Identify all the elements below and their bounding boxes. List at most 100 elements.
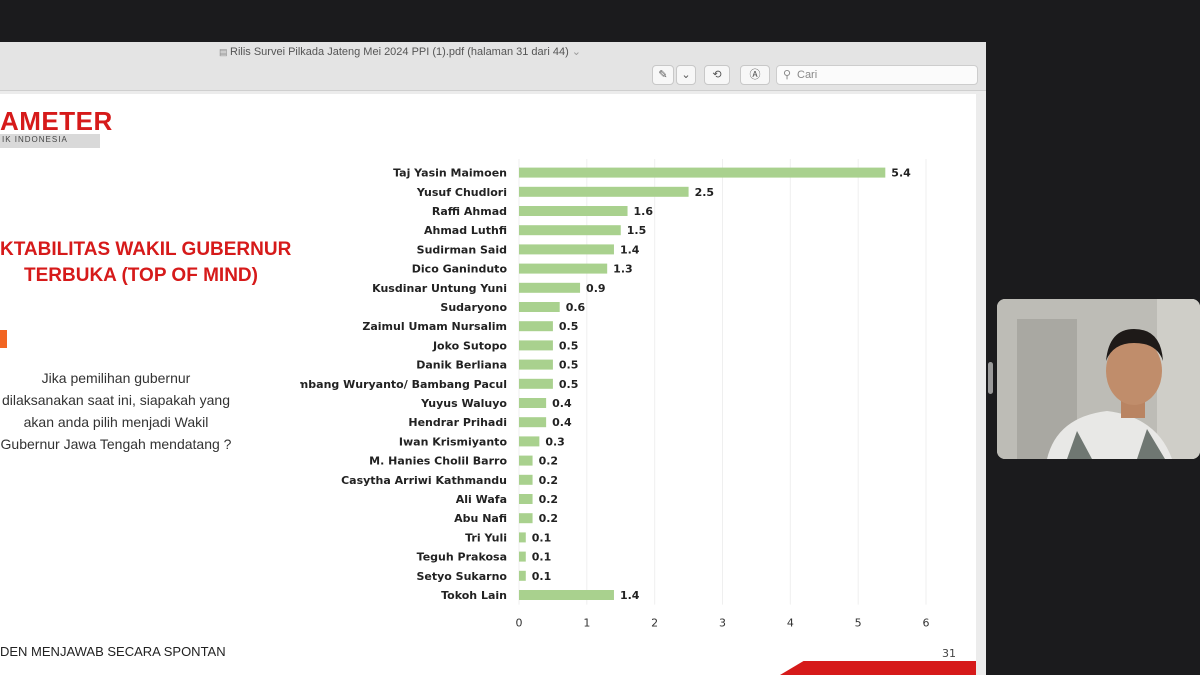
toolbar: ✎ ⌄ ⟲ Ⓐ ⚲ Cari <box>0 62 986 91</box>
bar <box>519 378 553 389</box>
value-label: 0.4 <box>552 416 572 429</box>
pdf-viewer-window: ▤ Rilis Survei Pilkada Jateng Mei 2024 P… <box>0 42 986 675</box>
x-tick-label: 5 <box>855 617 862 630</box>
category-label: Taj Yasin Maimoen <box>393 167 507 180</box>
bar <box>519 244 614 255</box>
value-label: 0.1 <box>532 551 552 564</box>
annotate-button[interactable]: Ⓐ <box>740 65 770 85</box>
survey-question: Jika pemilihan gubernur dilaksanakan saa… <box>0 370 232 452</box>
value-label: 0.5 <box>559 359 579 372</box>
category-label: Danik Berliana <box>416 359 507 372</box>
logo-bar <box>0 134 100 148</box>
bar <box>519 206 628 216</box>
window-resize-handle[interactable] <box>988 362 993 394</box>
bar <box>519 532 526 543</box>
value-label: 0.2 <box>539 512 559 525</box>
search-input[interactable]: ⚲ Cari <box>776 65 978 85</box>
category-label: Setyo Sukarno <box>416 570 507 583</box>
pen-circle-icon: Ⓐ <box>749 68 761 81</box>
category-label: Raffi Ahmad <box>432 205 507 218</box>
markup-menu-button[interactable]: ⌄ <box>676 65 696 85</box>
category-label: Zaimul Umam Nursalim <box>362 320 507 333</box>
category-label: Casytha Arriwi Kathmandu <box>341 474 507 487</box>
x-tick-label: 6 <box>923 617 930 630</box>
bar <box>519 167 886 178</box>
value-label: 5.4 <box>891 167 911 180</box>
x-tick-label: 3 <box>719 617 726 630</box>
value-label: 0.5 <box>559 320 579 333</box>
rotate-button[interactable]: ⟲ <box>704 65 730 85</box>
bar <box>519 513 533 524</box>
category-label: Teguh Prakosa <box>417 551 507 564</box>
heading-line-1: KTABILITAS WAKIL GUBERNUR <box>0 239 292 260</box>
presenter-video-frame <box>997 299 1200 459</box>
webcam-video <box>997 299 1200 459</box>
bar <box>519 455 533 466</box>
category-label: Yusuf Chudlori <box>416 186 507 199</box>
value-label: 0.6 <box>566 301 586 314</box>
category-label: Kusdinar Untung Yuni <box>372 282 507 295</box>
bar <box>519 436 540 447</box>
bar <box>519 263 608 274</box>
pen-icon: ✎ <box>658 68 668 81</box>
bar <box>519 474 533 485</box>
value-label: 1.4 <box>620 243 640 256</box>
x-tick-label: 0 <box>516 617 523 630</box>
value-label: 0.1 <box>532 531 552 544</box>
document-title: ▤ Rilis Survei Pilkada Jateng Mei 2024 P… <box>218 46 582 58</box>
category-label: Iwan Krismiyanto <box>399 435 508 448</box>
bar <box>519 590 614 600</box>
value-label: 0.2 <box>539 474 559 487</box>
search-icon: ⚲ <box>783 69 792 81</box>
category-label: Ali Wafa <box>456 493 507 506</box>
footer-note: DEN MENJAWAB SECARA SPONTAN <box>0 644 226 659</box>
value-label: 0.5 <box>559 339 579 352</box>
bar <box>519 570 526 581</box>
value-label: 0.3 <box>545 435 565 448</box>
value-label: 1.5 <box>627 224 647 237</box>
x-tick-label: 2 <box>651 617 658 630</box>
bar-chart: 0 1 2 3 4 5 6 Taj Yasin Maimoen 5.4 Yusuf Chudlor… <box>300 159 930 630</box>
logo-subtext: IK INDONESIA <box>2 135 68 144</box>
bar <box>519 321 553 332</box>
value-label: 1.6 <box>634 205 654 218</box>
bar <box>519 551 526 562</box>
value-label: 0.2 <box>539 493 559 506</box>
value-label: 1.3 <box>613 263 633 276</box>
x-tick-label: 4 <box>787 617 794 630</box>
category-label: Sudaryono <box>440 301 507 314</box>
value-label: 0.4 <box>552 397 572 410</box>
value-label: 0.2 <box>539 455 559 468</box>
category-label: Tokoh Lain <box>441 589 507 602</box>
search-placeholder: Cari <box>797 69 818 81</box>
markup-pen-button[interactable]: ✎ <box>652 65 674 85</box>
category-label: Hendrar Prihadi <box>408 416 507 429</box>
x-tick-label: 1 <box>583 617 590 630</box>
category-label: Yuyus Waluyo <box>420 397 507 410</box>
bar <box>519 302 560 312</box>
value-label: 0.9 <box>586 282 606 295</box>
value-label: 2.5 <box>695 186 715 199</box>
rotate-icon: ⟲ <box>712 68 722 81</box>
slide-heading: KTABILITAS WAKIL GUBERNUR TERBUKA (TOP O… <box>0 237 292 289</box>
pdf-file-icon: ▤ <box>218 47 230 57</box>
title-bar: ▤ Rilis Survei Pilkada Jateng Mei 2024 P… <box>0 42 986 62</box>
footer-band <box>780 661 976 675</box>
value-label: 0.5 <box>559 378 579 391</box>
category-label: Abu Nafi <box>454 512 507 525</box>
category-label: Tri Yuli <box>465 531 507 544</box>
bar <box>519 282 581 293</box>
logo-text: AMETER <box>0 106 113 136</box>
bar <box>519 359 553 370</box>
bar <box>519 398 547 408</box>
category-label: Bambang Wuryanto/ Bambang Pacul <box>300 378 507 391</box>
category-label: Dico Ganinduto <box>412 263 508 276</box>
value-label: 0.1 <box>532 570 552 583</box>
category-label: M. Hanies Cholil Barro <box>369 455 507 468</box>
bar <box>519 417 547 428</box>
chevron-down-icon: ⌄ <box>681 68 691 81</box>
title-menu-chevron-icon[interactable]: ⌄ <box>568 46 582 58</box>
accent-marker <box>0 330 7 348</box>
category-label: Joko Sutopo <box>432 339 507 352</box>
bar <box>519 225 621 236</box>
